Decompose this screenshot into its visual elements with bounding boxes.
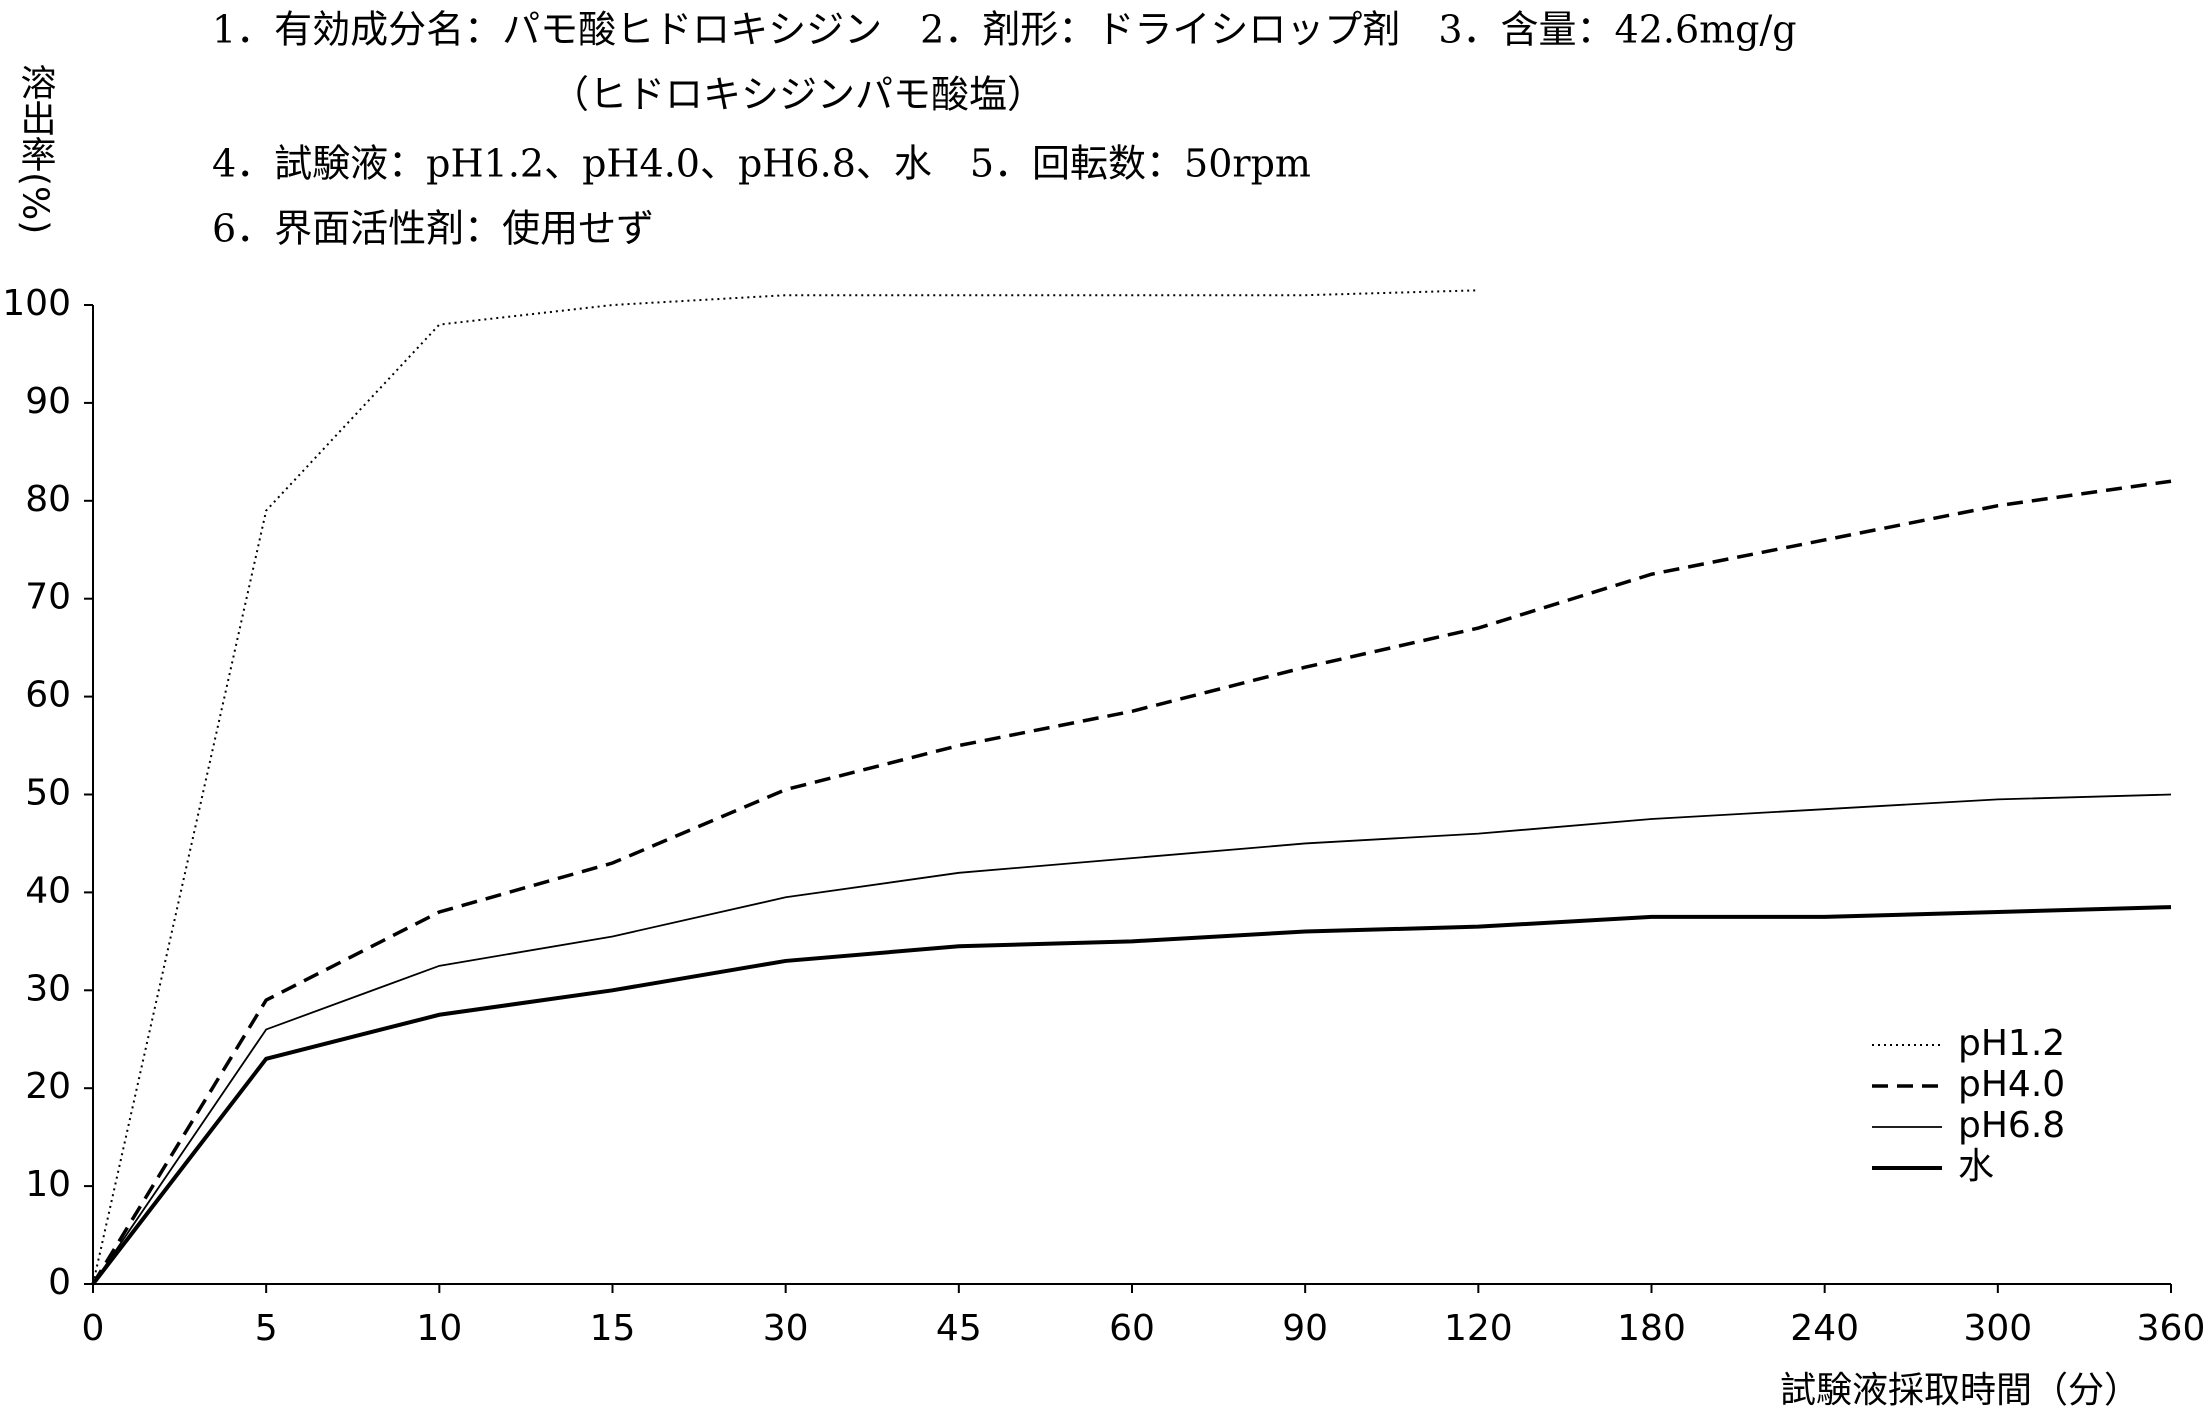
y-tick-label: 100 [2,283,71,324]
y-tick-label: 50 [25,773,71,814]
y-tick-label: 90 [25,381,71,422]
header-line: 4．試験液：pH1.2、pH4.0、pH6.8、水 5．回転数：50rpm [212,142,1311,186]
x-tick-label: 0 [82,1308,105,1349]
y-tick-label: 60 [25,675,71,716]
x-tick-label: 60 [1109,1308,1155,1349]
legend-label: pH4.0 [1958,1064,2065,1105]
y-tick-label: 70 [25,577,71,618]
series-line [91,479,2172,1285]
x-tick-label: 45 [936,1308,982,1349]
y-axis-label: 溶出率(%) [15,64,56,235]
legend-label: pH1.2 [1958,1023,2065,1064]
series-line [92,289,1479,1285]
x-tick-label: 300 [1963,1308,2032,1349]
x-tick-label: 15 [590,1308,636,1349]
legend-label: pH6.8 [1958,1105,2065,1146]
x-tick-label: 90 [1282,1308,1328,1349]
y-tick-label: 30 [25,968,71,1009]
y-tick-label: 40 [25,870,71,911]
header-line: 6．界面活性剤：使用せず [212,207,654,251]
x-axis-label: 試験液採取時間（分） [1780,1370,2140,1411]
header-line: （ヒドロキシジンパモ酸塩） [551,73,1045,117]
x-tick-label: 360 [2137,1308,2205,1349]
y-tick-label: 20 [25,1066,71,1107]
y-tick-label: 80 [25,479,71,520]
x-tick-label: 10 [416,1308,462,1349]
series-line [91,905,2172,1286]
x-tick-label: 240 [1790,1308,1859,1349]
y-tick-label: 10 [25,1164,71,1205]
x-tick-label: 180 [1617,1308,1686,1349]
x-tick-label: 5 [255,1308,278,1349]
header-line: 1．有効成分名：パモ酸ヒドロキシジン 2．剤形：ドライシロップ剤 3．含量：42… [212,8,1797,52]
x-tick-label: 30 [763,1308,809,1349]
series-line [92,793,2172,1285]
legend-label: 水 [1958,1146,1994,1187]
y-tick-label: 0 [48,1262,71,1303]
x-tick-label: 120 [1444,1308,1513,1349]
